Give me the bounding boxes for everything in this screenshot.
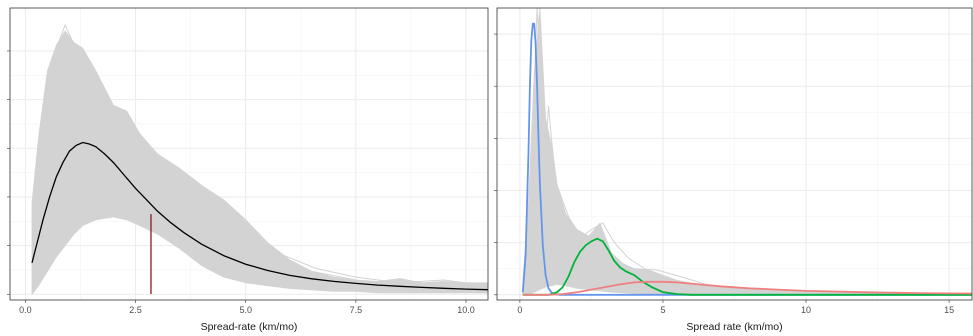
x-tick-label: 0 — [517, 305, 522, 315]
posterior-draw-line — [31, 23, 488, 294]
series-line-1 — [521, 22, 972, 296]
x-tick-label: 2.5 — [129, 305, 142, 315]
x-axis-title: Spread rate (km/mo) — [686, 321, 782, 333]
panel-1: 0.0 2.5 5.0 7.5 10.0 Spread-rate (km/mo) — [7, 7, 489, 333]
posterior-draws-band — [522, 8, 972, 296]
mean-density-line — [31, 141, 488, 291]
posterior-draw-line — [31, 116, 488, 294]
x-tick-label: 0.0 — [19, 305, 32, 315]
posterior-draw-line — [522, 105, 972, 295]
x-tick-label: 5 — [660, 305, 665, 315]
x-tick-label: 15 — [944, 305, 954, 315]
x-tick-label: 5.0 — [239, 305, 252, 315]
plot-area — [521, 8, 972, 296]
posterior-draw-line — [522, 8, 972, 295]
series-line-2 — [522, 237, 972, 296]
panel-border — [9, 7, 489, 301]
plot-area — [31, 23, 488, 295]
x-tick-label: 10.0 — [457, 305, 475, 315]
panel-2: 0 5 10 15 Spread rate (km/mo) — [494, 7, 973, 333]
series-line-3 — [522, 280, 972, 296]
posterior-draw-line — [31, 87, 488, 292]
x-tick-label: 7.5 — [350, 305, 363, 315]
x-tick-label: 10 — [801, 305, 811, 315]
posterior-draws-band — [31, 30, 488, 295]
panel-border — [496, 7, 973, 301]
x-axis-title: Spread-rate (km/mo) — [201, 321, 298, 333]
posterior-draw-line — [31, 190, 488, 287]
posterior-draw-line — [522, 170, 972, 295]
